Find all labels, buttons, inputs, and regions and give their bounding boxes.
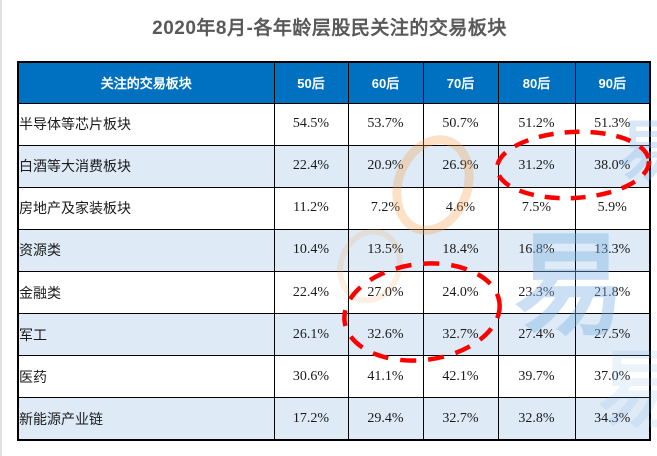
cell-value: 38.0% [574, 144, 651, 188]
cell-value: 30.6% [273, 355, 349, 399]
table-row-finance: 金融类 22.4% 27.0% 24.0% 23.3% 21.8% [17, 270, 651, 315]
cell-value: 16.8% [497, 228, 576, 273]
column-header-post60s: 60后 [347, 61, 424, 104]
row-label: 新能源产业链 [17, 397, 275, 441]
cell-value: 13.3% [574, 228, 651, 273]
cell-value: 29.4% [347, 397, 424, 441]
cell-value: 34.3% [574, 397, 651, 441]
table-header-row: 关注的交易板块 50后 60后 70后 80后 90后 [17, 61, 651, 104]
cell-value: 39.7% [497, 355, 576, 399]
cell-value: 23.3% [497, 270, 576, 315]
table-row-liquor-consumer: 白酒等大消费板块 22.4% 20.9% 26.9% 31.2% 38.0% [17, 144, 651, 188]
cell-value: 20.9% [347, 144, 424, 188]
column-header-post90s: 90后 [574, 61, 651, 104]
cell-value: 41.1% [347, 355, 424, 399]
cell-value: 17.2% [273, 397, 349, 441]
cell-value: 22.4% [273, 144, 349, 188]
cell-value: 5.9% [574, 186, 651, 230]
cell-value: 22.4% [273, 270, 349, 315]
table-row-semiconductor: 半导体等芯片板块 54.5% 53.7% 50.7% 51.2% 51.3% [17, 102, 651, 146]
row-label: 房地产及家装板块 [17, 186, 275, 230]
cell-value: 50.7% [422, 102, 499, 146]
cell-value: 26.9% [422, 144, 499, 188]
cell-value: 51.2% [497, 102, 576, 146]
table-row-newenergy: 新能源产业链 17.2% 29.4% 32.7% 32.8% 34.3% [17, 397, 651, 441]
cell-value: 53.7% [347, 102, 424, 146]
cell-value: 32.6% [347, 313, 424, 357]
cell-value: 10.4% [273, 228, 349, 273]
cell-value: 7.5% [497, 186, 576, 230]
cell-value: 32.7% [422, 397, 499, 441]
column-header-post70s: 70后 [422, 61, 499, 104]
cell-value: 42.1% [422, 355, 499, 399]
row-label: 半导体等芯片板块 [17, 102, 275, 146]
column-header-post50s: 50后 [273, 61, 349, 104]
column-header-post80s: 80后 [497, 61, 576, 104]
row-label: 资源类 [17, 228, 275, 273]
cell-value: 51.3% [574, 102, 651, 146]
row-label: 军工 [17, 313, 275, 357]
cell-value: 37.0% [574, 355, 651, 399]
cell-value: 27.4% [497, 313, 576, 357]
row-label: 金融类 [17, 270, 275, 315]
cell-value: 26.1% [273, 313, 349, 357]
row-label: 白酒等大消费板块 [17, 144, 275, 188]
cell-value: 27.5% [574, 313, 651, 357]
cell-value: 27.0% [347, 270, 424, 315]
table-row-pharma: 医药 30.6% 41.1% 42.1% 39.7% 37.0% [17, 355, 651, 399]
cell-value: 21.8% [574, 270, 651, 315]
cell-value: 54.5% [273, 102, 349, 146]
row-label: 医药 [17, 355, 275, 399]
table-row-resources: 资源类 10.4% 13.5% 18.4% 16.8% 13.3% [17, 228, 651, 273]
cell-value: 18.4% [422, 228, 499, 273]
table-row-realestate: 房地产及家装板块 11.2% 7.2% 4.6% 7.5% 5.9% [17, 186, 651, 230]
cell-value: 24.0% [422, 270, 499, 315]
cell-value: 13.5% [347, 228, 424, 273]
cell-value: 32.8% [497, 397, 576, 441]
sector-age-table: 关注的交易板块 50后 60后 70后 80后 90后 半导体等芯片板块 54.… [17, 61, 651, 441]
cell-value: 4.6% [422, 186, 499, 230]
cell-value: 11.2% [273, 186, 349, 230]
cell-value: 31.2% [497, 144, 576, 188]
page-title: 2020年8月-各年龄层股民关注的交易板块 [152, 18, 507, 39]
cell-value: 32.7% [422, 313, 499, 357]
cell-value: 7.2% [347, 186, 424, 230]
table-row-military: 军工 26.1% 32.6% 32.7% 27.4% 27.5% [17, 313, 651, 357]
column-header-sector: 关注的交易板块 [17, 61, 275, 104]
